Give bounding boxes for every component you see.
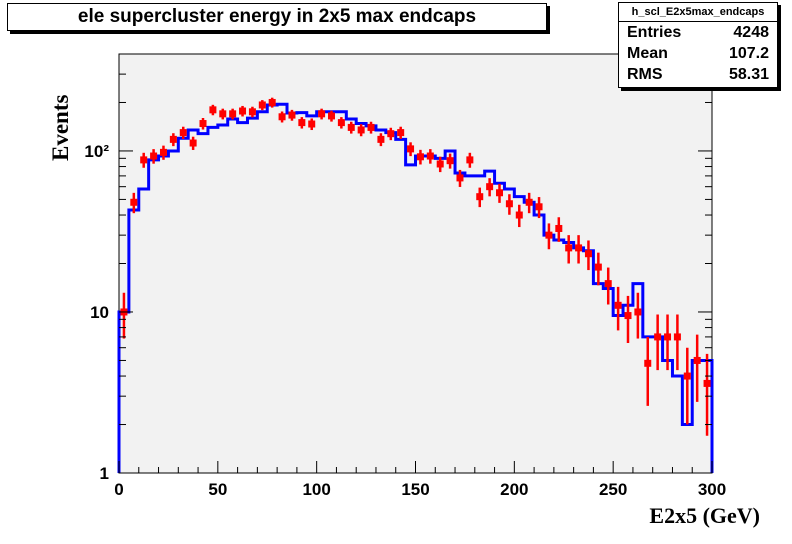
data-point xyxy=(634,308,642,316)
data-point xyxy=(575,244,583,252)
data-point xyxy=(496,189,504,197)
y-axis-label: Events xyxy=(48,94,73,161)
data-point xyxy=(476,193,484,201)
data-point xyxy=(594,263,602,271)
data-point xyxy=(327,112,335,120)
data-point xyxy=(525,198,533,206)
data-point xyxy=(664,333,672,341)
data-point xyxy=(140,156,148,164)
stats-label: Mean xyxy=(627,45,668,62)
x-tick-label: 250 xyxy=(599,480,627,499)
histogram-step-line xyxy=(117,102,714,473)
data-point xyxy=(189,139,197,147)
data-point xyxy=(486,183,494,191)
data-point xyxy=(644,359,652,367)
data-point xyxy=(169,135,177,143)
data-point xyxy=(673,333,681,341)
data-point xyxy=(416,153,424,161)
stats-value: 4248 xyxy=(733,24,769,41)
data-point xyxy=(179,129,187,137)
data-point xyxy=(387,130,395,138)
data-point xyxy=(535,203,543,211)
stats-row-entries: Entries 4248 xyxy=(619,22,777,43)
data-point xyxy=(377,135,385,143)
data-point xyxy=(584,250,592,258)
data-point xyxy=(515,211,523,219)
data-point xyxy=(357,126,365,134)
data-point xyxy=(703,379,711,387)
stats-row-rms: RMS 58.31 xyxy=(619,64,777,85)
y-tick-label: 10 xyxy=(90,303,109,322)
y-tick-label: 10² xyxy=(84,142,109,161)
chart-title-box: ele supercluster energy in 2x5 max endca… xyxy=(7,3,547,31)
data-point xyxy=(248,108,256,116)
data-point xyxy=(693,356,701,364)
stats-histogram-name: h_scl_E2x5max_endcaps xyxy=(619,3,777,22)
stats-value: 58.31 xyxy=(728,66,769,83)
data-point xyxy=(337,119,345,127)
data-point xyxy=(199,120,207,128)
data-point xyxy=(239,107,247,115)
x-axis-label: E2x5 (GeV) xyxy=(649,503,760,528)
data-point xyxy=(298,119,306,127)
data-point xyxy=(446,157,454,165)
x-tick-label: 200 xyxy=(500,480,528,499)
x-tick-label: 100 xyxy=(302,480,330,499)
data-point xyxy=(229,110,237,118)
data-point xyxy=(505,200,513,208)
data-point xyxy=(268,98,276,106)
data-point xyxy=(555,224,563,232)
data-point xyxy=(347,123,355,131)
data-point xyxy=(624,312,632,320)
data-point xyxy=(426,152,434,160)
data-point xyxy=(318,110,326,118)
data-point xyxy=(159,148,167,156)
data-point xyxy=(604,280,612,288)
data-point xyxy=(219,110,227,118)
data-point xyxy=(278,113,286,121)
data-point xyxy=(654,333,662,341)
data-point xyxy=(367,123,375,131)
stats-value: 107.2 xyxy=(728,45,769,62)
y-tick-label: 1 xyxy=(100,464,109,483)
stats-row-mean: Mean 107.2 xyxy=(619,43,777,64)
data-point xyxy=(436,160,444,168)
chart-title: ele supercluster energy in 2x5 max endca… xyxy=(77,6,477,27)
data-point xyxy=(130,198,138,206)
data-point xyxy=(466,156,474,164)
stats-label: RMS xyxy=(627,66,663,83)
data-point xyxy=(397,129,405,137)
x-tick-label: 300 xyxy=(698,480,726,499)
stats-box: h_scl_E2x5max_endcaps Entries 4248 Mean … xyxy=(618,2,778,88)
data-point xyxy=(209,106,217,114)
x-tick-label: 150 xyxy=(401,480,429,499)
x-tick-label: 50 xyxy=(208,480,227,499)
data-point xyxy=(456,174,464,182)
data-point xyxy=(683,372,691,380)
plot-frame xyxy=(118,53,713,474)
data-point xyxy=(565,244,573,252)
stats-label: Entries xyxy=(627,24,682,41)
data-point xyxy=(288,111,296,119)
data-point xyxy=(614,301,622,309)
data-point xyxy=(407,145,415,153)
data-point xyxy=(545,231,553,239)
data-point xyxy=(258,101,266,109)
x-tick-label: 0 xyxy=(114,480,123,499)
data-point xyxy=(308,120,316,128)
data-point xyxy=(150,152,158,160)
